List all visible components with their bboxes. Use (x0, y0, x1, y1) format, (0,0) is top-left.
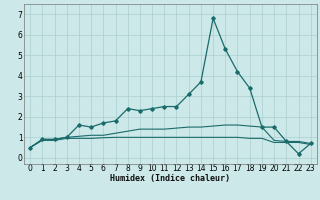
X-axis label: Humidex (Indice chaleur): Humidex (Indice chaleur) (110, 174, 230, 183)
